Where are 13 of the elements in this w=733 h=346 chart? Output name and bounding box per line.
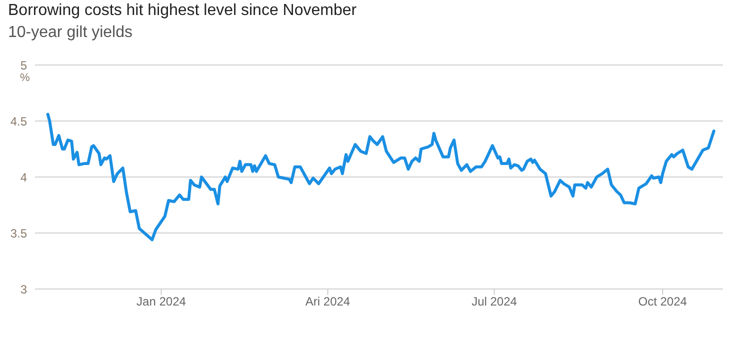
y-tick-label: 3.5 <box>10 226 28 240</box>
x-tick-label: Jul 2024 <box>472 294 518 309</box>
y-tick-label: 4 <box>20 170 28 184</box>
line-series <box>46 112 716 242</box>
y-axis-title: % <box>20 72 30 84</box>
x-tick-label: Ari 2024 <box>305 294 350 309</box>
y-tick-label: 3 <box>20 282 28 296</box>
y-tick-label: 4.5 <box>10 114 28 128</box>
y-tick-label: 5 <box>20 58 28 72</box>
x-tick-label: Jan 2024 <box>136 294 186 309</box>
x-tick-label: Oct 2024 <box>638 294 688 309</box>
chart-subtitle: 10-year gilt yields <box>8 24 132 42</box>
chart-title: Borrowing costs hit highest level since November <box>8 2 357 20</box>
